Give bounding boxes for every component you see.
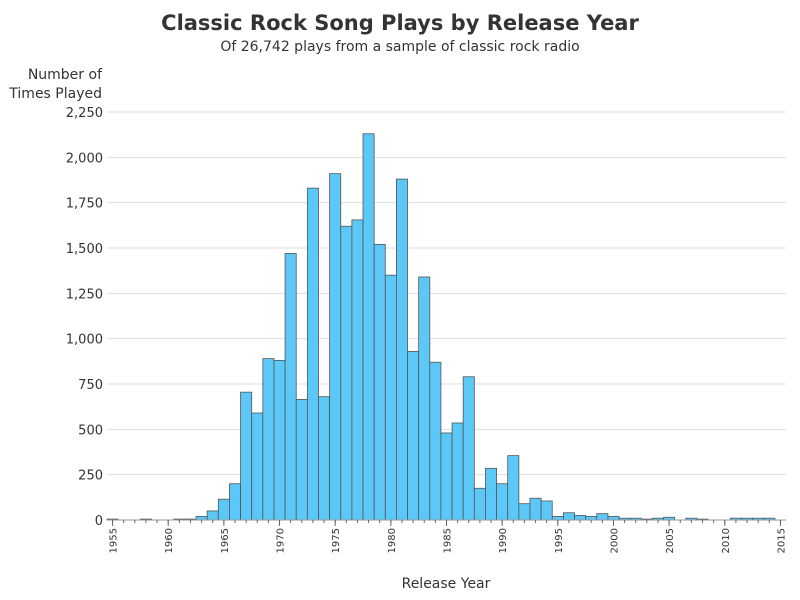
bar	[607, 515, 620, 521]
bar	[585, 515, 598, 521]
bar	[329, 173, 342, 521]
bar	[418, 276, 431, 521]
x-tick-label: 1990	[498, 528, 509, 553]
x-tick-label: 1970	[276, 528, 287, 553]
x-axis-label: Release Year	[402, 576, 491, 592]
bar	[362, 133, 375, 521]
bar	[262, 358, 275, 521]
x-tick-label: 2000	[609, 528, 620, 553]
bar	[496, 483, 509, 521]
bar	[206, 510, 219, 521]
bar	[284, 253, 297, 521]
x-tick-label: 1975	[331, 528, 342, 553]
x-tick-label: 2015	[776, 528, 787, 553]
bar	[540, 500, 553, 521]
y-tick-label: 500	[78, 423, 103, 438]
bar	[351, 219, 364, 521]
chart-subtitle: Of 26,742 plays from a sample of classic…	[220, 39, 579, 55]
bar	[407, 350, 420, 521]
bar	[251, 412, 264, 521]
y-tick-label: 750	[78, 378, 103, 393]
y-tick-label: 1,250	[66, 287, 103, 302]
y-tick-label: 2,000	[66, 151, 103, 166]
bar	[562, 512, 575, 521]
bar	[473, 487, 486, 521]
bar	[217, 498, 230, 521]
x-tick-label: 1965	[220, 528, 231, 553]
bar	[551, 515, 564, 521]
bar	[240, 391, 253, 521]
bar	[485, 467, 497, 521]
bar	[574, 515, 587, 521]
bar	[373, 243, 386, 521]
x-tick-label: 1980	[387, 528, 398, 553]
x-tick-label: 1985	[443, 528, 454, 553]
bar	[273, 360, 286, 521]
x-tick-label: 2010	[721, 528, 732, 553]
bar	[295, 399, 308, 521]
bar	[518, 503, 531, 521]
x-tick-label: 1960	[164, 528, 175, 553]
y-tick-label: 1,000	[66, 333, 103, 348]
chart-title: Classic Rock Song Plays by Release Year	[161, 11, 639, 35]
bar	[462, 376, 475, 521]
y-axis-label: Number of Times Played	[9, 67, 102, 102]
bar	[440, 432, 453, 521]
bar	[429, 361, 442, 521]
bar	[306, 187, 319, 521]
x-tick-label: 1955	[109, 528, 120, 553]
bar	[396, 178, 408, 521]
x-tick-label: 1995	[554, 528, 565, 553]
bar	[596, 513, 609, 521]
y-tick-label: 1,500	[66, 242, 103, 257]
bar	[507, 455, 520, 521]
bar	[384, 274, 397, 521]
y-tick-label: 2,250	[66, 106, 103, 121]
bar	[318, 396, 331, 521]
bar	[229, 483, 241, 521]
bar	[451, 422, 464, 521]
bar	[195, 515, 208, 521]
bar	[529, 497, 542, 521]
y-tick-label: 250	[78, 469, 103, 484]
x-tick-label: 2005	[665, 528, 676, 553]
y-tick-label: 1,750	[66, 197, 103, 212]
y-tick-label: 0	[95, 514, 103, 529]
bar	[340, 225, 353, 521]
